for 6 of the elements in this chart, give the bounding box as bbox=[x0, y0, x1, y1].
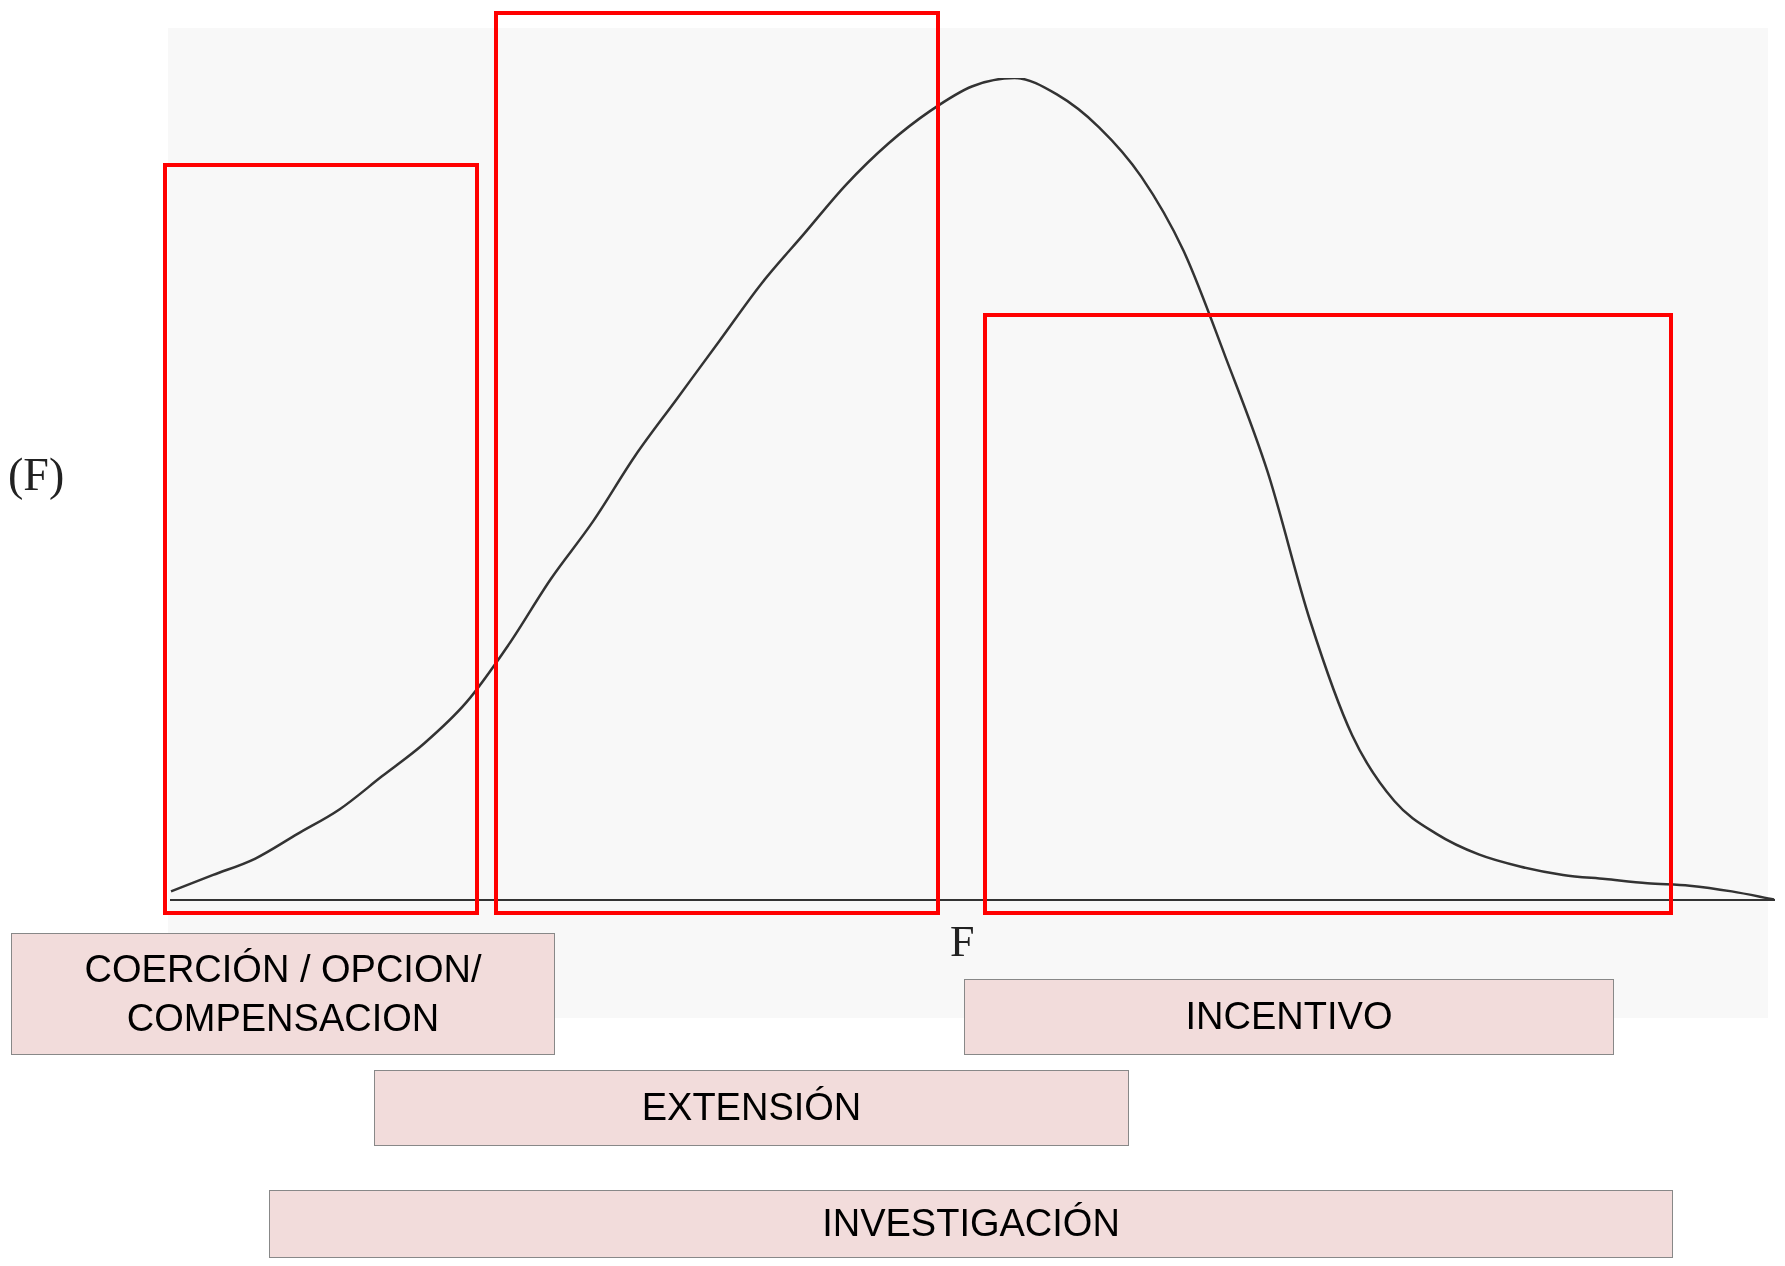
label-panel: INVESTIGACIÓN bbox=[269, 1190, 1673, 1258]
y-axis-title: (F) bbox=[8, 448, 65, 501]
label-panel: EXTENSIÓN bbox=[374, 1070, 1129, 1146]
label-panel: INCENTIVO bbox=[964, 979, 1614, 1055]
x-axis-title: F bbox=[950, 916, 975, 967]
label-panel: COERCIÓN / OPCION/ COMPENSACION bbox=[11, 933, 555, 1055]
